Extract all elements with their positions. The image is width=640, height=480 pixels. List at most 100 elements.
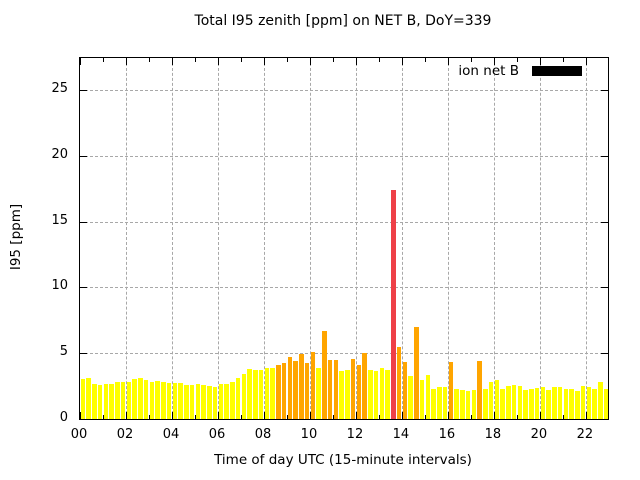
bar (253, 369, 258, 419)
x-tick-mark (286, 58, 288, 62)
x-tick-mark (562, 415, 564, 419)
x-tick-mark (217, 58, 219, 65)
bar (569, 389, 574, 419)
bar (207, 386, 212, 419)
bar (488, 382, 494, 419)
bar (195, 384, 201, 419)
bar (166, 382, 172, 419)
x-tick-label: 08 (254, 427, 272, 442)
legend: ion net B (458, 63, 582, 79)
bar (598, 382, 603, 419)
bar (350, 359, 356, 419)
bar (97, 385, 103, 419)
bar (161, 382, 166, 419)
bar (293, 361, 298, 419)
bar (494, 379, 500, 419)
bar (132, 378, 137, 419)
x-tick-mark (102, 58, 104, 62)
x-tick-mark (217, 412, 219, 419)
bar (529, 388, 534, 419)
bar (563, 389, 569, 419)
chart-title: Total I95 zenith [ppm] on NET B, DoY=339 (194, 13, 492, 29)
y-tick-mark (601, 221, 608, 223)
bar (80, 378, 86, 419)
bar (523, 390, 528, 419)
bar (276, 365, 281, 419)
bar (540, 387, 546, 419)
x-tick-mark (240, 58, 242, 62)
bar (431, 388, 436, 419)
y-tick-mark (80, 353, 87, 355)
bar (287, 357, 293, 419)
x-tick-mark (309, 412, 311, 419)
bar (189, 384, 195, 419)
bar (178, 382, 183, 419)
x-tick-mark (125, 58, 127, 65)
bar (437, 387, 442, 419)
y-tick-label: 5 (59, 344, 68, 360)
x-tick-mark (332, 415, 334, 419)
x-tick-mark (194, 415, 196, 419)
y-tick-mark (601, 90, 608, 92)
bar (580, 386, 586, 419)
bar (391, 190, 396, 419)
y-gridline (80, 155, 608, 157)
bar (172, 382, 178, 419)
bar (322, 330, 327, 419)
x-gridline (125, 58, 127, 419)
bar (534, 388, 540, 419)
bar (402, 361, 408, 419)
bar (299, 353, 304, 419)
bar (454, 389, 459, 419)
x-tick-mark (148, 58, 150, 62)
y-tick-mark (601, 353, 608, 355)
x-tick-mark (378, 58, 380, 62)
bar (212, 387, 218, 419)
x-tick-mark (401, 412, 403, 419)
x-gridline (171, 58, 173, 419)
x-tick-mark (562, 58, 564, 62)
x-tick-mark (286, 415, 288, 419)
bar (270, 367, 275, 419)
bar (373, 371, 379, 419)
x-tick-mark (516, 58, 518, 62)
x-tick-mark (539, 412, 541, 419)
y-gridline (80, 90, 608, 92)
bar (368, 369, 373, 419)
bar (345, 369, 350, 419)
x-tick-mark (493, 58, 495, 65)
x-tick-mark (585, 58, 587, 65)
bar (356, 365, 362, 419)
bar (442, 387, 448, 419)
bar (408, 376, 413, 419)
x-tick-label: 20 (530, 427, 548, 442)
bar (316, 367, 321, 419)
bar (477, 361, 482, 419)
bar (506, 386, 511, 419)
x-axis-label: Time of day UTC (15-minute intervals) (214, 452, 472, 468)
x-tick-mark (493, 412, 495, 419)
x-gridline (217, 58, 219, 419)
x-gridline (585, 58, 587, 419)
bar (138, 378, 143, 419)
y-axis-label: I95 [ppm] (8, 203, 24, 271)
y-tick-mark (601, 155, 608, 157)
bar (483, 388, 488, 419)
bar (603, 388, 609, 419)
x-tick-mark (80, 412, 81, 419)
bar (419, 380, 425, 419)
bar (425, 374, 431, 419)
y-gridline (80, 221, 608, 223)
bar (155, 380, 160, 419)
bar (143, 380, 149, 419)
bar (557, 386, 563, 419)
x-tick-mark (171, 412, 173, 419)
bar (115, 382, 120, 419)
legend-label: ion net B (458, 63, 519, 79)
x-tick-mark (401, 58, 403, 65)
bar (149, 381, 155, 419)
bar (201, 384, 206, 419)
y-tick-label: 0 (59, 410, 68, 425)
y-tick-mark (601, 287, 608, 289)
